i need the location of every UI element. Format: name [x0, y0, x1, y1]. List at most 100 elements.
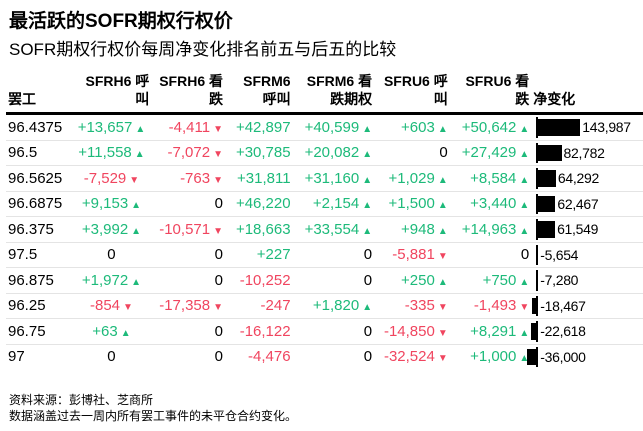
- net-change-bar: [536, 119, 581, 136]
- table-row: 96.5 +11,558 ▲ -7,072 ▼ +30,785 +20,082 ▲ 0 +27,4…: [6, 139, 643, 166]
- change-cell: -32,524 ▼: [374, 343, 450, 369]
- net-change-label: 62,467: [557, 195, 599, 212]
- down-arrow-icon: ▼: [213, 149, 223, 161]
- up-arrow-icon: ▲: [519, 353, 530, 365]
- change-cell: +948 ▲: [374, 216, 450, 242]
- change-cell: +8,291 ▲: [449, 318, 532, 344]
- change-value: +8,584: [470, 169, 517, 187]
- strike-cell: 96.25: [6, 292, 72, 319]
- change-cell: +42,897: [225, 114, 293, 141]
- down-arrow-icon: ▼: [213, 302, 223, 314]
- table-row: 96.75 +63 ▲ 0 -16,122 0 -14,850 ▼ +8,291 ▲ -22,618: [6, 318, 643, 344]
- strike-value: 96.5625: [8, 169, 63, 187]
- change-cell: +31,160 ▲: [292, 165, 375, 191]
- change-value: +33,554: [304, 220, 360, 238]
- down-arrow-icon: ▼: [437, 251, 448, 263]
- change-cell: 0: [151, 318, 225, 344]
- change-value: +11,558: [78, 144, 132, 162]
- change-cell: +1,029 ▲: [374, 165, 450, 191]
- column-header: SFRM6 看跌期权: [292, 72, 375, 115]
- change-value: -335: [404, 297, 435, 315]
- change-cell: 0: [151, 343, 225, 369]
- change-value: -16,122: [239, 322, 291, 340]
- up-arrow-icon: ▲: [519, 327, 530, 339]
- up-arrow-icon: ▲: [519, 174, 530, 186]
- up-arrow-icon: ▲: [519, 149, 530, 161]
- up-arrow-icon: ▲: [131, 200, 142, 212]
- change-value: 0: [214, 246, 223, 264]
- strike-table: 罢工 SFRH6 呼叫 SFRH6 看跌 SFRM6 呼叫 SFRM6 看跌期权 SFRU…: [6, 72, 643, 369]
- change-value: 0: [107, 348, 116, 366]
- net-change-cell: 64,292: [531, 165, 643, 191]
- change-value: +1,000: [470, 348, 517, 366]
- strike-value: 96.5: [8, 144, 38, 162]
- change-cell: 0: [292, 343, 375, 369]
- up-arrow-icon: ▲: [437, 276, 448, 288]
- change-value: 0: [363, 322, 373, 340]
- change-cell: +27,429 ▲: [449, 139, 532, 166]
- change-cell: -763 ▼: [151, 165, 225, 191]
- change-value: +948: [401, 220, 435, 238]
- up-arrow-icon: ▲: [519, 200, 530, 212]
- change-value: +750: [482, 271, 517, 289]
- strike-value: 97.5: [8, 246, 38, 264]
- change-value: -10,571: [159, 220, 211, 238]
- change-value: -10,252: [239, 271, 291, 289]
- net-change-cell: -18,467: [531, 292, 643, 319]
- strike-cell: 96.75: [6, 318, 72, 344]
- change-cell: -1,493 ▼: [449, 292, 532, 319]
- table-row: 96.25 -854 ▼ -17,358 ▼ -247 +1,820 ▲ -335 ▼ -1,493…: [6, 292, 643, 319]
- change-value: 0: [363, 348, 373, 366]
- up-arrow-icon: ▲: [362, 123, 373, 135]
- change-cell: -247: [225, 292, 293, 319]
- change-value: +20,082: [304, 144, 360, 162]
- change-cell: +30,785: [225, 139, 293, 166]
- up-arrow-icon: ▲: [362, 149, 373, 161]
- up-arrow-icon: ▲: [131, 225, 142, 237]
- up-arrow-icon: ▲: [131, 276, 142, 288]
- change-cell: -17,358 ▼: [151, 292, 225, 319]
- change-value: -4,411: [168, 118, 211, 136]
- column-header: 净变化: [531, 72, 643, 115]
- strike-cell: 96.5625: [6, 165, 72, 191]
- change-value: +27,429: [461, 144, 517, 162]
- change-value: +8,291: [470, 322, 517, 340]
- change-cell: -4,411 ▼: [151, 114, 225, 141]
- up-arrow-icon: ▲: [519, 123, 530, 135]
- change-cell: 0: [151, 190, 225, 217]
- up-arrow-icon: ▲: [437, 123, 448, 135]
- change-cell: +2,154 ▲: [292, 190, 375, 217]
- strike-cell: 97.5: [6, 241, 72, 268]
- change-cell: +1,500 ▲: [374, 190, 450, 217]
- change-cell: +40,599 ▲: [293, 114, 375, 141]
- change-value: -14,850: [383, 322, 435, 340]
- change-cell: 0: [292, 241, 375, 268]
- column-header: 罢工: [6, 72, 72, 115]
- change-value: +31,160: [304, 169, 360, 187]
- net-change-cell: -22,618: [530, 318, 643, 344]
- strike-value: 96.375: [8, 220, 54, 238]
- change-cell: -854 ▼: [71, 292, 152, 319]
- column-header: SFRU6 呼叫: [374, 72, 450, 115]
- change-value: +18,663: [235, 220, 291, 238]
- down-arrow-icon: ▼: [213, 174, 223, 186]
- strike-cell: 96.6875: [6, 190, 72, 217]
- data-note: 数据涵盖过去一周内所有罢工事件的未平仓合约变化。: [9, 409, 298, 423]
- change-cell: -4,476: [225, 343, 293, 369]
- change-value: +50,642: [461, 118, 517, 136]
- strike-value: 96.25: [8, 297, 46, 315]
- change-value: 0: [439, 144, 448, 162]
- net-change-label: -5,654: [540, 246, 579, 263]
- strike-value: 96.75: [8, 322, 46, 340]
- change-cell: +8,584 ▲: [449, 165, 532, 191]
- up-arrow-icon: ▲: [362, 225, 373, 237]
- change-value: 0: [107, 246, 116, 264]
- change-cell: +9,153 ▲: [71, 190, 152, 217]
- change-value: 0: [363, 271, 373, 289]
- table-row: 96.6875 +9,153 ▲ 0 +46,220 +2,154 ▲ +1,500 ▲ +3,4…: [6, 190, 643, 217]
- change-value: -5,881: [392, 246, 435, 264]
- up-arrow-icon: ▲: [437, 225, 448, 237]
- change-value: +31,811: [237, 169, 291, 187]
- up-arrow-icon: ▲: [134, 149, 145, 161]
- table-row: 97.5 0 0 +227 0 -5,881 ▼ 0 -5,654: [6, 241, 643, 268]
